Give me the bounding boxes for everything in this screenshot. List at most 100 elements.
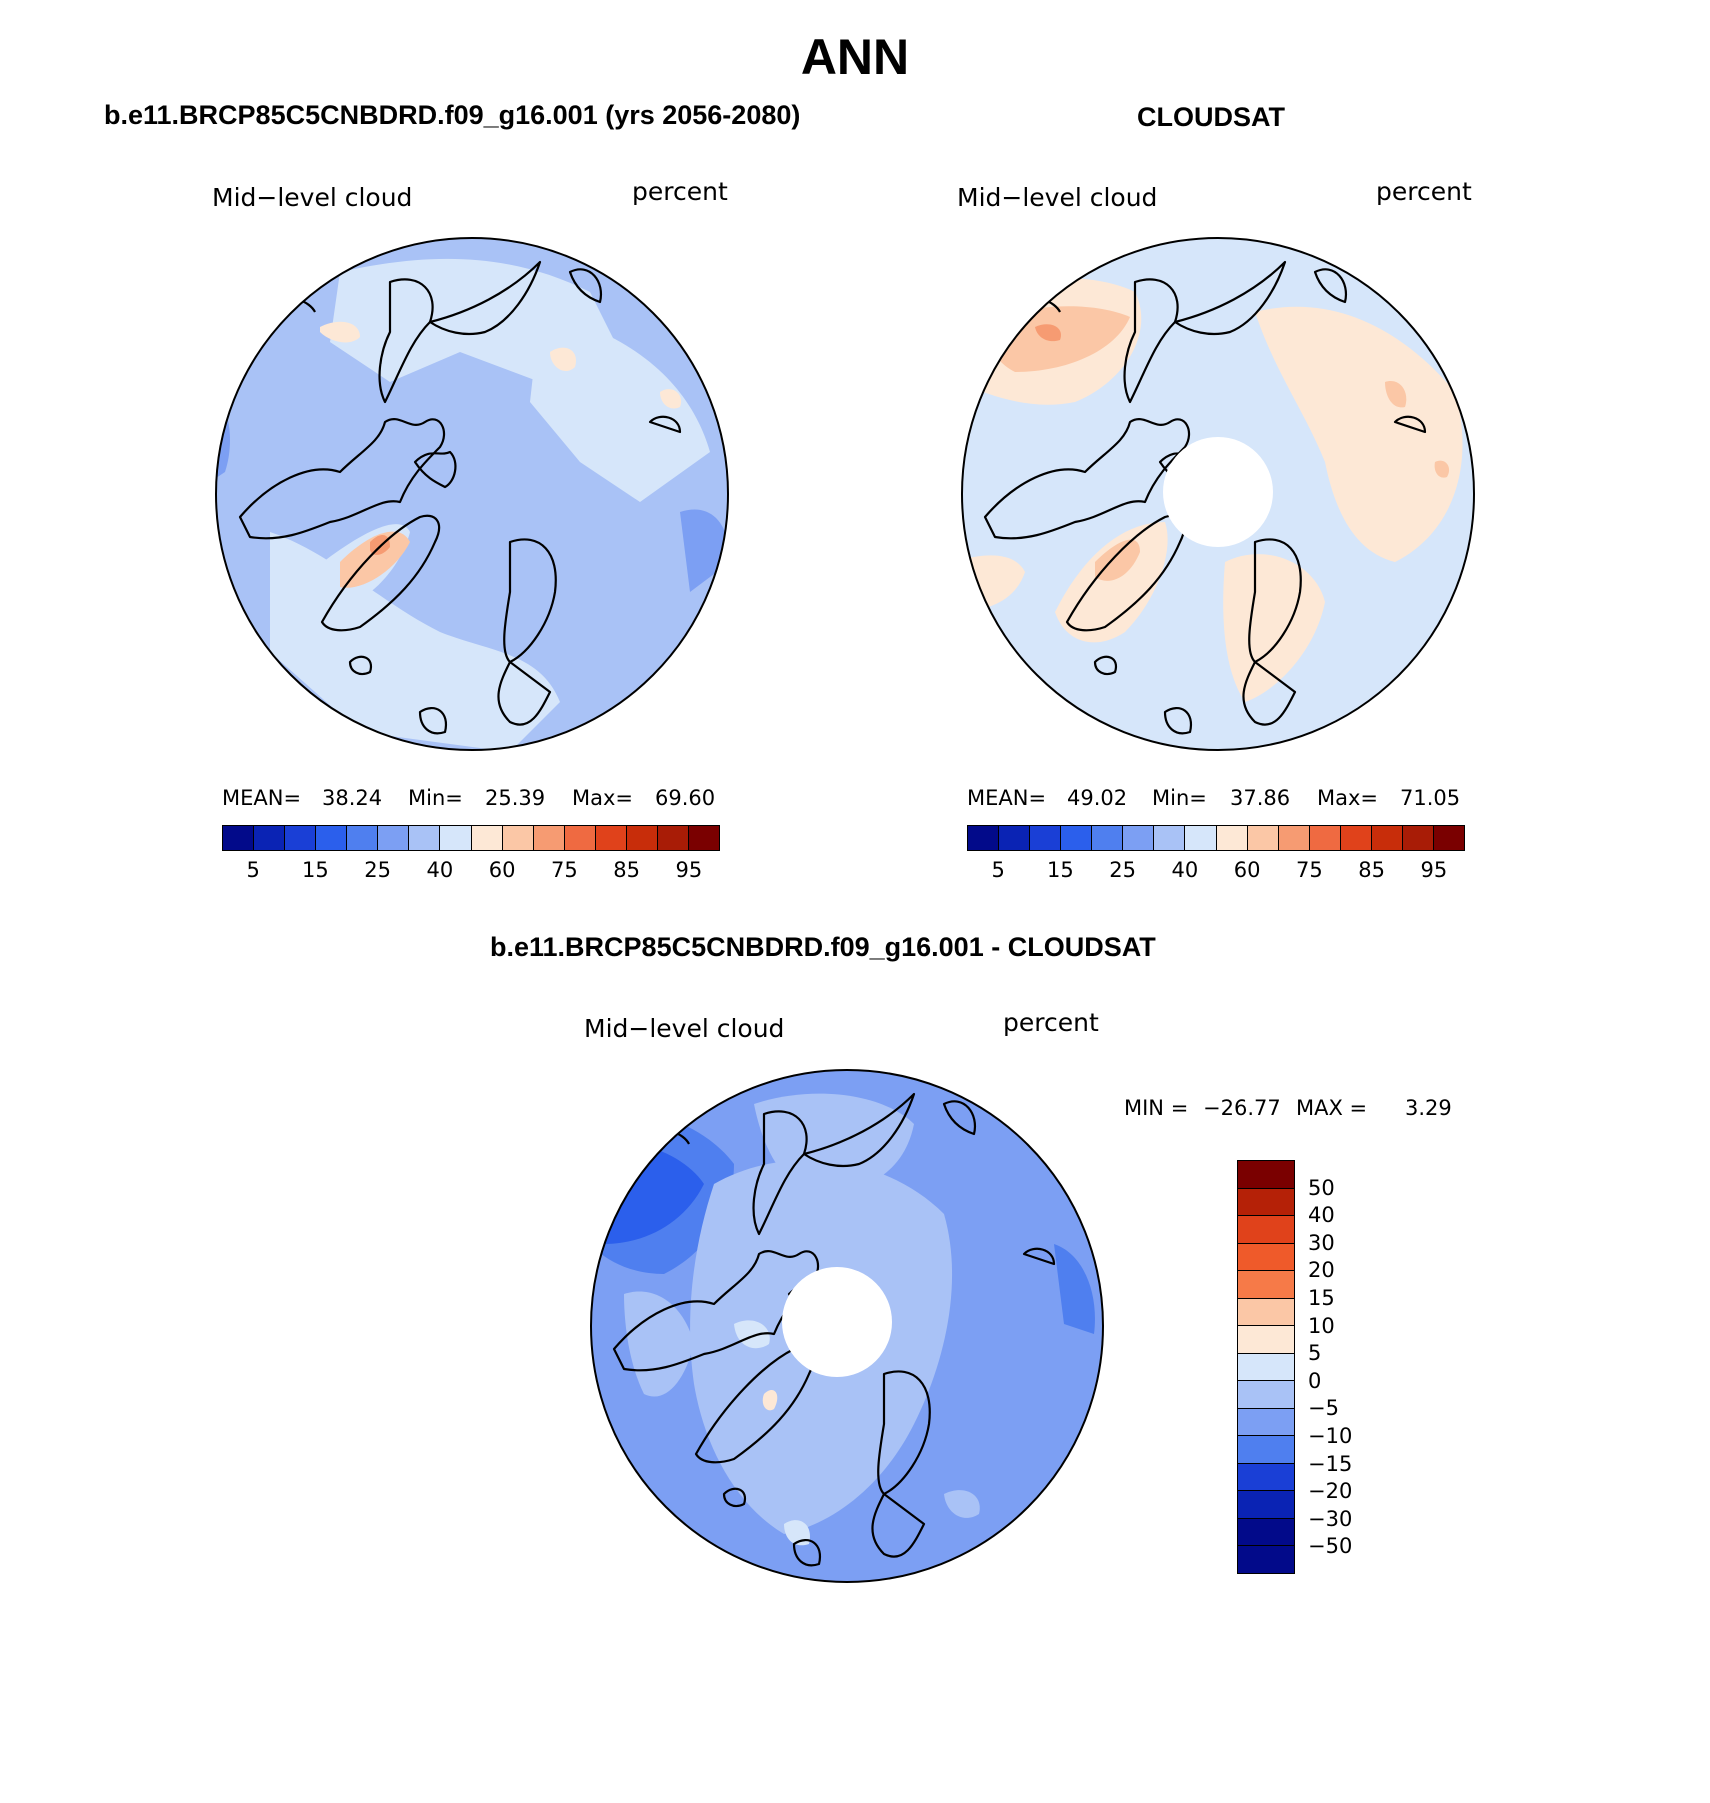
panel-3-colorbar-tick-label: 15 [1308, 1285, 1335, 1310]
warm-cloud-region [660, 389, 682, 409]
warm-cloud-region [1385, 381, 1407, 408]
panel-1-colorbar-swatch [688, 826, 719, 850]
panel-2-colorbar-tick-label: 75 [1296, 858, 1323, 882]
small-diff-region [784, 1520, 810, 1546]
negative-diff-region [1054, 1244, 1095, 1334]
panel-1-colorbar-swatch [409, 826, 441, 850]
panel-2-title: CLOUDSAT [1137, 102, 1285, 132]
panel-2-colorbar-tick-label: 15 [1047, 858, 1074, 882]
panel-3-variable-label: Mid−level cloud [584, 1014, 785, 1043]
panel-3-title: b.e11.BRCP85C5CNBDRD.f09_g16.001 - CLOUD… [490, 932, 1156, 962]
warm-cloud-region [1434, 460, 1450, 478]
panel-1-colorbar-tick-label: 40 [426, 858, 454, 882]
panel-2-colorbar-swatch [968, 826, 1000, 850]
panel-3-colorbar-swatch [1238, 1381, 1294, 1409]
map-boundary [215, 237, 729, 751]
panel-2-colorbar-tick-label: 40 [1171, 858, 1199, 882]
panel-2-colorbar-swatch [1092, 826, 1124, 850]
panel-1-colorbar-swatch [533, 826, 565, 850]
panel-1-colorbar-swatch [595, 826, 627, 850]
panel-2-colorbar-swatch [1247, 826, 1279, 850]
panel-1-colorbar-swatch [471, 826, 503, 850]
panel-3-max-label: MAX = [1296, 1096, 1368, 1120]
panel-3-colorbar-swatch [1238, 1353, 1294, 1382]
panel-3-colorbar-tick-label: 50 [1308, 1175, 1335, 1200]
panel-2-colorbar-tick-label: 5 [991, 858, 1005, 882]
panel-3-colorbar-tick-label: 0 [1308, 1368, 1322, 1393]
panel-1-colorbar-swatch [657, 826, 689, 850]
panel-2-colorbar-tick-label: 95 [1420, 858, 1448, 882]
panel-2-colorbar-swatch [1371, 826, 1403, 850]
coastlines [238, 260, 682, 735]
panel-3-colorbar-swatch [1238, 1188, 1294, 1217]
panel-3-colorbar-tick-label: −10 [1308, 1423, 1353, 1448]
panel-1-colorbar-swatch [254, 826, 286, 850]
panel-1-colorbar-labels: 5 15 25 40 60 75 85 95 [222, 858, 720, 884]
panel-1-colorbar-tick-label: 85 [613, 858, 640, 882]
panel-3-colorbar-swatch [1238, 1326, 1294, 1354]
panel-3-colorbar-labels: 50 40 30 20 15 10 5 0 −5 −10 −15 −20 −30 −50 [1308, 1160, 1378, 1574]
panel-3-min-label: MIN = [1124, 1096, 1189, 1120]
panel-1-colorbar-tick-label: 95 [675, 858, 703, 882]
panel-3-max-value: 3.29 [1405, 1096, 1452, 1120]
panel-1-mean-value: 38.24 [322, 786, 383, 810]
panel-2-colorbar-tick-label: 25 [1109, 858, 1136, 882]
positive-diff-region [762, 1389, 778, 1411]
panel-2-colorbar-swatch [1278, 826, 1310, 850]
panel-3-colorbar-swatch [1238, 1271, 1294, 1299]
panel-3-polar-map [590, 1069, 1104, 1583]
panel-1-colorbar-tick-label: 5 [246, 858, 260, 882]
panel-1-colorbar-swatch [564, 826, 596, 850]
panel-3-units-label: percent [1003, 1008, 1099, 1037]
panel-1-colorbar-swatch [626, 826, 658, 850]
figure-title: ANN [800, 29, 910, 85]
panel-3-colorbar [1237, 1160, 1295, 1574]
panel-1-colorbar [222, 825, 720, 851]
panel-1-polar-map [215, 237, 729, 751]
panel-2-colorbar-swatch [1433, 826, 1464, 850]
panel-3-colorbar-swatch [1238, 1491, 1294, 1519]
panel-1-colorbar-swatch [223, 826, 255, 850]
panel-3-colorbar-swatch [1238, 1216, 1294, 1244]
panel-1-units-label: percent [632, 177, 728, 206]
panel-2-colorbar-tick-label: 85 [1358, 858, 1385, 882]
panel-2-mean-label: MEAN= [967, 786, 1047, 810]
panel-2-colorbar-swatch [999, 826, 1031, 850]
panel-1-title: b.e11.BRCP85C5CNBDRD.f09_g16.001 (yrs 20… [104, 100, 801, 130]
panel-2-colorbar-swatch [1340, 826, 1372, 850]
panel-2-colorbar-swatch [1061, 826, 1093, 850]
panel-2-colorbar-labels: 5 15 25 40 60 75 85 95 [967, 858, 1465, 884]
panel-3-colorbar-tick-label: −15 [1308, 1451, 1353, 1476]
panel-1-colorbar-tick-label: 25 [364, 858, 391, 882]
panel-2-colorbar-swatch [1185, 826, 1217, 850]
panel-1-max-value: 69.60 [655, 786, 716, 810]
panel-1-variable-label: Mid−level cloud [212, 183, 413, 212]
panel-3-colorbar-swatch [1238, 1161, 1294, 1189]
panel-3-colorbar-tick-label: −50 [1308, 1534, 1353, 1559]
panel-2-colorbar [967, 825, 1465, 851]
warm-cloud-region [340, 531, 410, 588]
panel-3-min-value: −26.77 [1203, 1096, 1281, 1120]
panel-3-colorbar-tick-label: 20 [1308, 1258, 1335, 1283]
panel-2-colorbar-swatch [1309, 826, 1341, 850]
panel-2-mean-value: 49.02 [1067, 786, 1128, 810]
panel-1-colorbar-swatch [316, 826, 348, 850]
panel-3-colorbar-tick-label: −20 [1308, 1479, 1353, 1504]
panel-2-variable-label: Mid−level cloud [957, 183, 1158, 212]
map-boundary [961, 237, 1475, 751]
panel-3-colorbar-swatch [1238, 1463, 1294, 1492]
panel-1-max-label: Max= [572, 786, 634, 810]
panel-2-units-label: percent [1376, 177, 1472, 206]
panel-2-colorbar-swatch [1216, 826, 1248, 850]
panel-3-colorbar-tick-label: 40 [1308, 1203, 1335, 1228]
panel-2-colorbar-swatch [1030, 826, 1062, 850]
panel-2-colorbar-tick-label: 60 [1233, 858, 1261, 882]
panel-1-colorbar-tick-label: 15 [302, 858, 329, 882]
panel-1-colorbar-swatch [440, 826, 472, 850]
panel-3-colorbar-swatch [1238, 1546, 1294, 1573]
panel-1-min-label: Min= [408, 786, 463, 810]
panel-1-mean-label: MEAN= [222, 786, 302, 810]
warm-cloud-region [320, 321, 360, 343]
panel-1-colorbar-swatch [285, 826, 317, 850]
panel-2-colorbar-swatch [1123, 826, 1155, 850]
